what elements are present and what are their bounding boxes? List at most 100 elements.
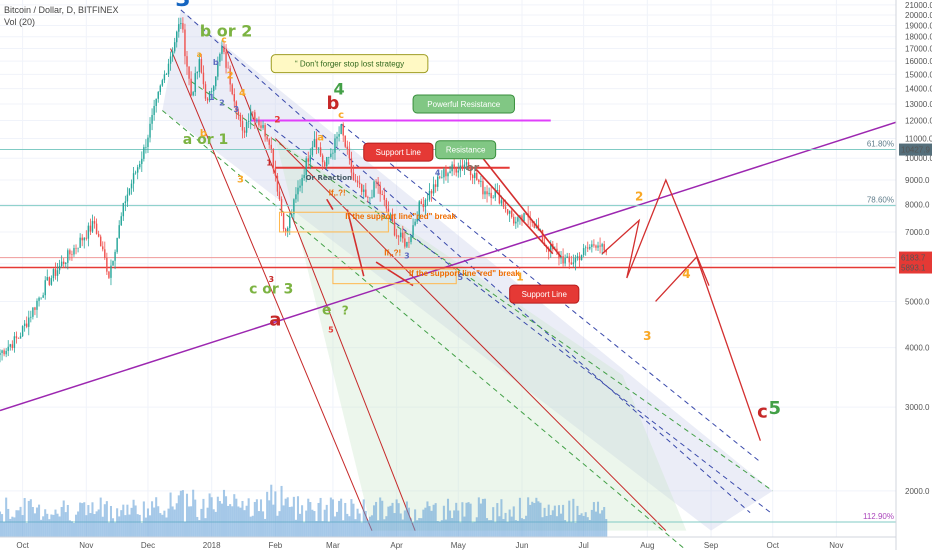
candle-body [397,236,400,238]
time-axis[interactable]: Oct Nov Dec 2018 Feb Mar Apr May Jun Jul Aug Sep Oct… [0,536,896,550]
volume-bar [126,504,129,537]
volume-bar [276,515,279,537]
candle-body [311,147,314,156]
candle-body [342,124,344,136]
volume-bar [75,514,78,537]
candle-body [313,139,316,148]
volume-bar [336,511,339,537]
volume-bar [393,513,396,537]
volume-bar [146,508,149,537]
volume-bar [101,516,104,537]
time-tick-label: Dec [141,541,155,550]
candlesticks [0,17,607,363]
volume-bar [237,506,240,537]
candle-body [83,237,85,241]
callouts: “ Don't forger stop lost strategy Powerfu… [270,54,580,304]
volume-bar [107,522,110,537]
volume-bar [231,506,234,537]
volume-bar [471,522,474,537]
volume-bar [510,516,513,537]
volume-bar [1,514,4,537]
volume-bar [525,515,528,537]
volume-bar [268,500,271,537]
volume-bar [239,507,242,537]
wave-label-3: 3 [175,0,190,12]
candle-body [381,194,383,196]
volume-bar [325,504,328,537]
candle-body [266,136,268,140]
candle-body [582,248,585,256]
volume-bar [580,513,583,537]
candle-body [213,86,215,92]
candle-body [451,164,453,172]
volume-bar [418,518,421,537]
volume-bar [605,519,608,537]
volume-bar [381,500,384,537]
candle-body [461,165,464,168]
price-tick-label: 19000.0 [905,22,932,31]
candle-body [171,51,174,57]
volume-bar [459,522,462,537]
candle-body [54,269,57,276]
volume-bar [582,515,585,537]
volume-bar [175,503,178,537]
candle-body [249,111,252,121]
volume-bar [370,515,373,537]
wave-labels: If,.?! If the support line"red" break If,.… [175,0,781,423]
volume-bar [592,502,595,537]
volume-bar [594,511,597,537]
volume-bar [79,502,82,537]
candle-body [560,256,562,259]
candle-body [73,248,75,255]
candle-body [106,257,108,272]
volume-bar [13,517,16,537]
candle-body [416,219,418,222]
volume-bar [124,515,127,537]
candle-body [465,162,468,165]
volume-bar [426,501,429,537]
volume-bar [422,509,425,537]
volume-bar [502,519,505,537]
scenario-arrow [476,169,554,255]
volume-bar [504,512,507,537]
candle-body [167,63,170,75]
price-tag-label: 5893.1 [901,264,926,273]
candle-body [332,152,334,154]
callout-text: Support Line [376,148,422,157]
plot-area[interactable] [0,0,896,537]
volume-bar [140,522,143,537]
volume-bar [596,501,600,537]
volume-bar [475,517,478,537]
candle-body [478,179,480,182]
volume-bar [529,504,532,537]
volume-bar [557,505,560,537]
price-tag [899,251,932,264]
volume-bar [118,516,121,537]
candle-body [192,92,194,96]
volume-bar [208,493,211,537]
candle-body [79,237,81,248]
candle-body [188,66,190,79]
candle-body [502,200,505,207]
volume-bar [7,508,10,537]
volume-bar [190,506,193,537]
candle-body [155,98,157,106]
scenario-arrow [375,261,414,287]
candle-body [157,91,159,99]
candle-body [568,256,570,263]
candle-body [299,185,301,188]
volume-bar [438,521,441,537]
candle-body [81,237,83,241]
volume-bar [461,502,464,537]
volume-bar [66,504,69,537]
candle-body [225,51,227,68]
price-axis[interactable]: 2000.03000.04000.05000.06000.07000.08000… [895,0,932,550]
time-tick-label: May [451,541,466,550]
candle-body [13,336,16,348]
candle-body [196,71,199,74]
candle-body [469,167,472,176]
candle-body [556,248,558,252]
volume-bar [214,511,217,537]
volume-bar [327,521,330,537]
